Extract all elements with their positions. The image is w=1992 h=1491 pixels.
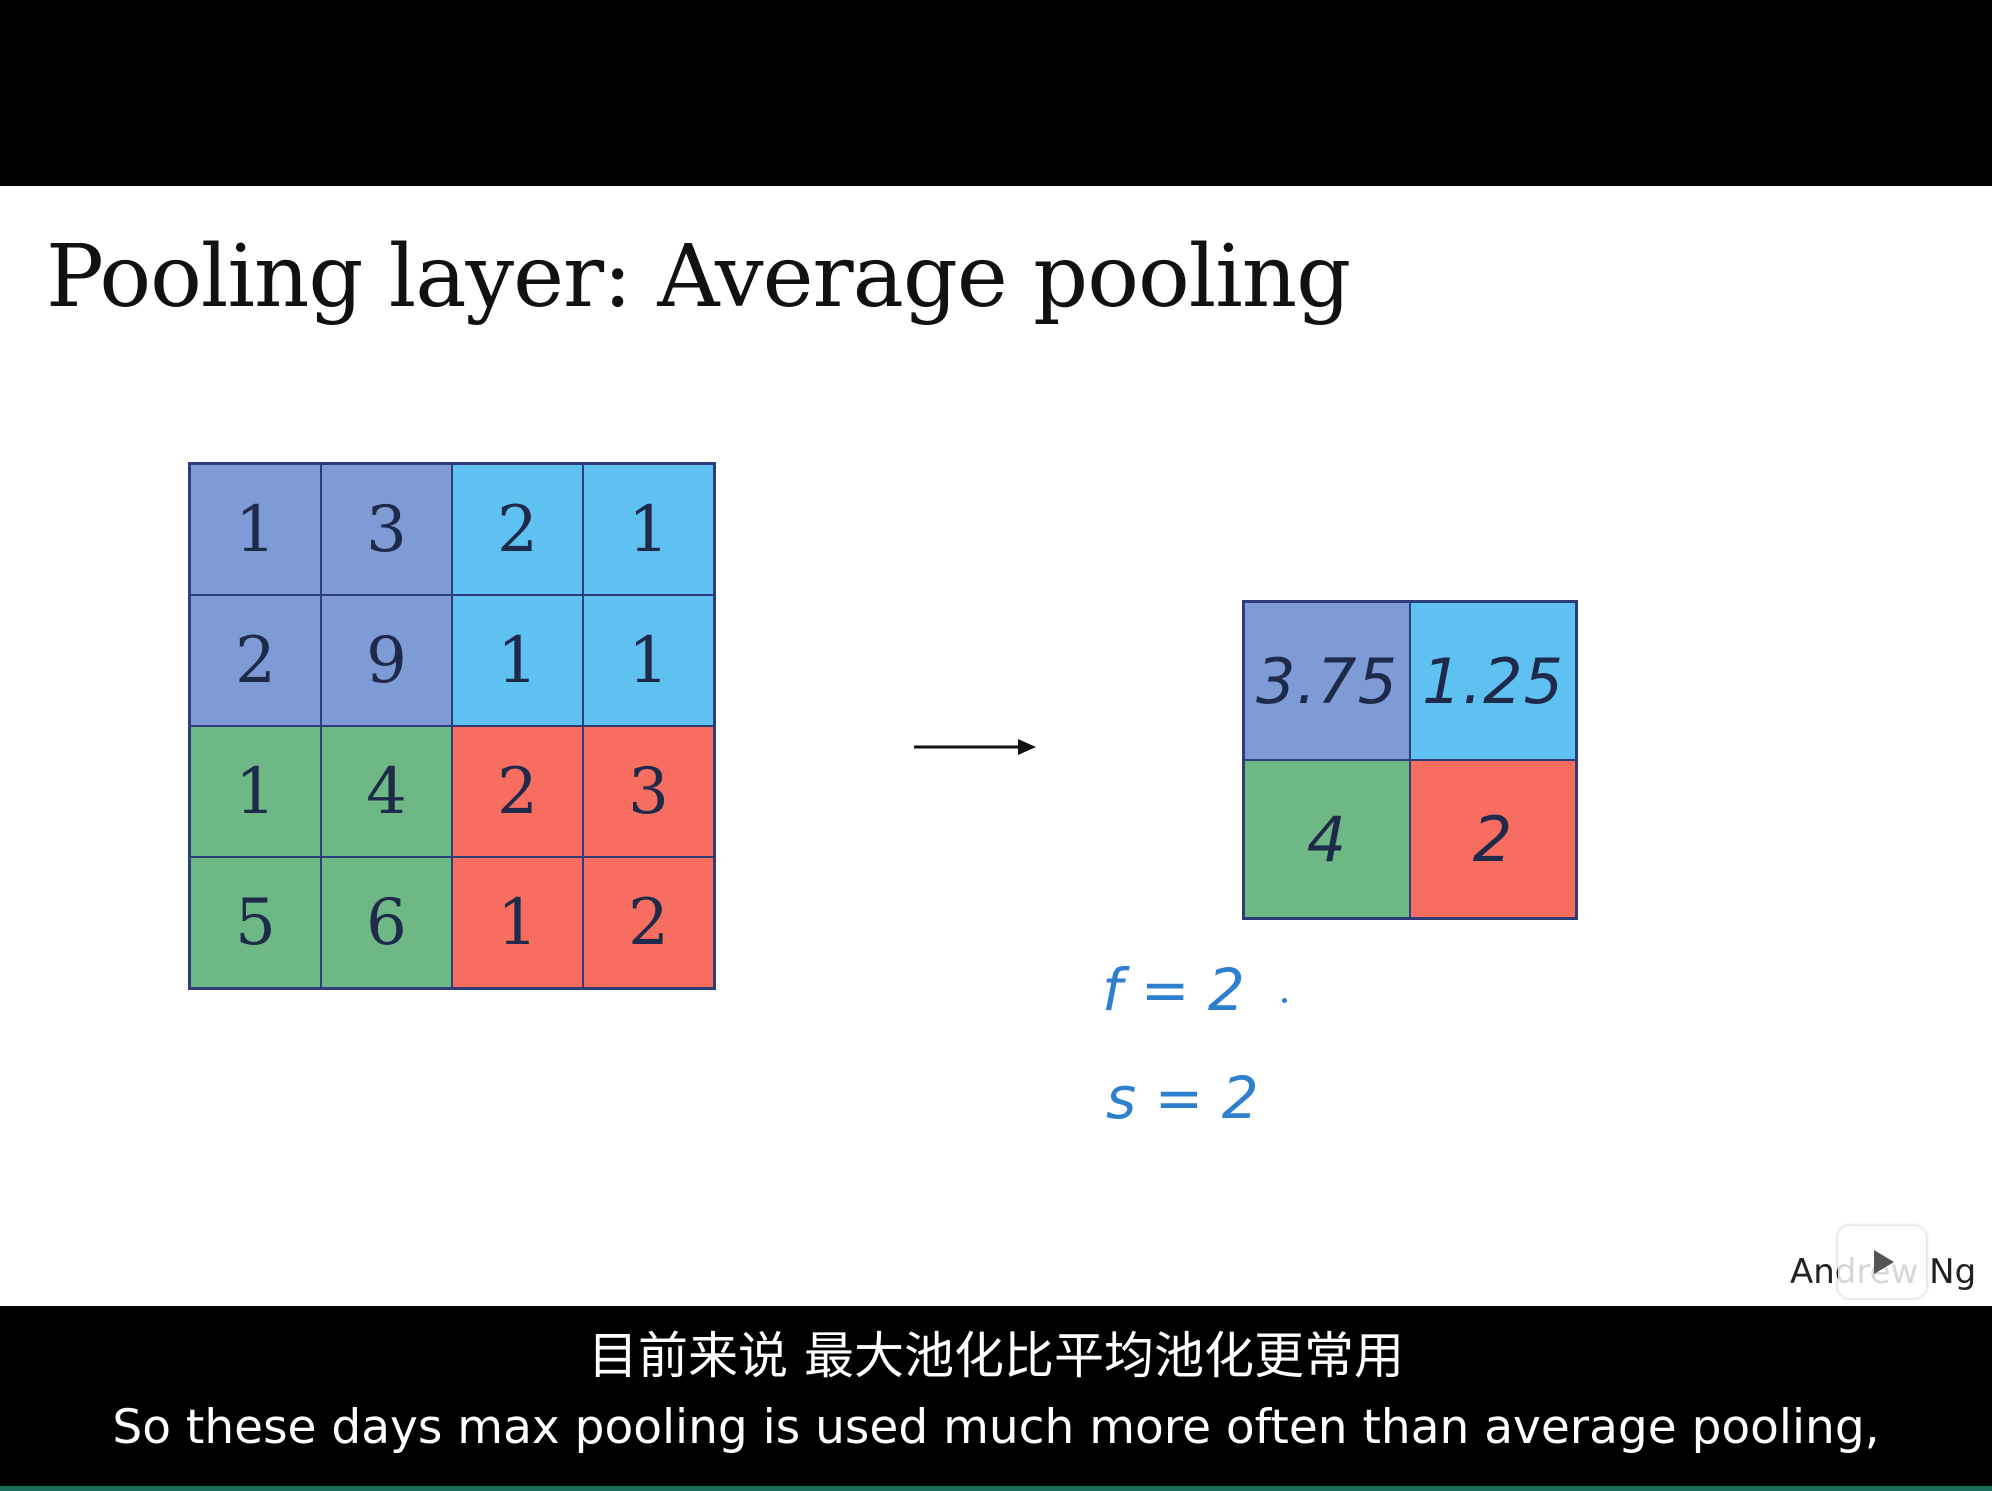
input-cell-r3c1: 1 [190,726,321,857]
input-cell-r2c1: 2 [190,595,321,726]
input-cell-r4c4: 2 [583,857,714,988]
output-cell-r2c2: 2 [1410,760,1576,918]
input-cell-r2c2: 9 [321,595,452,726]
slide-title: Pooling layer: Average pooling [46,227,1351,327]
stride-annotation: s = 2 [1106,1064,1259,1132]
slide: Pooling layer: Average pooling 1 3 2 1 2… [0,186,1992,1306]
play-button[interactable] [1838,1226,1926,1298]
input-cell-r3c2: 4 [321,726,452,857]
input-cell-r4c1: 5 [190,857,321,988]
input-cell-r2c4: 1 [583,595,714,726]
right-arrow-icon [914,739,1036,755]
subtitle-english: So these days max pooling is used much m… [112,1400,1880,1455]
output-cell-r2c1: 4 [1244,760,1410,918]
input-matrix: 1 3 2 1 2 9 1 1 1 4 2 3 5 6 1 2 [188,462,716,990]
filter-size-annotation: f = 2 [1102,956,1245,1024]
top-letterbox [0,0,1992,186]
output-matrix: 3.75 1.25 4 2 [1242,600,1578,920]
input-cell-r4c2: 6 [321,857,452,988]
input-cell-r1c3: 2 [452,464,583,595]
ink-dot [1282,998,1287,1003]
input-cell-r3c4: 3 [583,726,714,857]
subtitle-bar: 目前来说 最大池化比平均池化更常用 So these days max pool… [0,1306,1992,1491]
input-cell-r3c3: 2 [452,726,583,857]
progress-accent-line [0,1486,1992,1491]
input-cell-r2c3: 1 [452,595,583,726]
input-cell-r4c3: 1 [452,857,583,988]
input-cell-r1c2: 3 [321,464,452,595]
output-cell-r1c1: 3.75 [1244,602,1410,760]
input-cell-r1c4: 1 [583,464,714,595]
input-cell-r1c1: 1 [190,464,321,595]
play-icon [1874,1250,1894,1274]
output-cell-r1c2: 1.25 [1410,602,1576,760]
subtitle-chinese: 目前来说 最大池化比平均池化更常用 [588,1327,1404,1385]
